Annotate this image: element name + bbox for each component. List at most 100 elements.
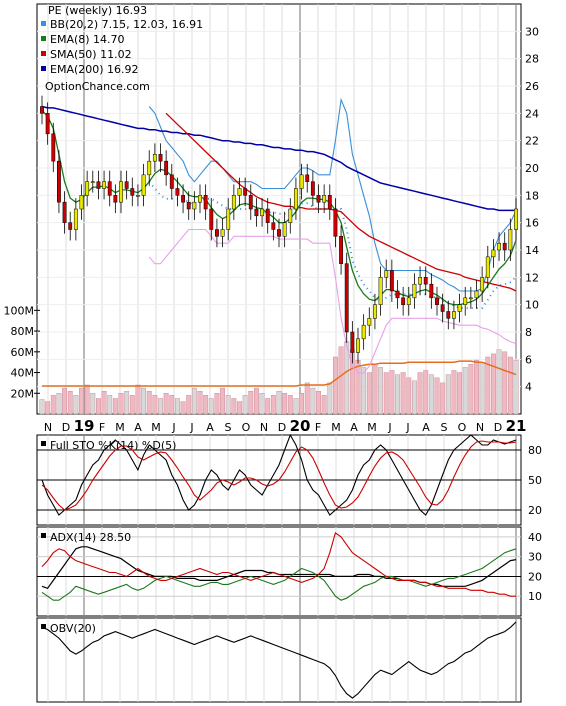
obv-legend: OBV(20) (50, 622, 96, 635)
candle-body (260, 208, 264, 217)
month-tick-label: O (242, 421, 251, 434)
candle-body (384, 270, 389, 278)
price-tick-label: 26 (525, 80, 539, 93)
month-tick-label: A (422, 421, 430, 434)
candle-body (435, 297, 439, 305)
candle-body (45, 113, 50, 135)
candle-body (373, 304, 377, 319)
volume-ma-line (42, 360, 517, 387)
candle-body (282, 222, 287, 237)
month-tick-label: M (151, 421, 161, 434)
volume-bar (451, 370, 457, 415)
candle-body (147, 160, 152, 176)
di-plus-line (41, 548, 517, 601)
volume-bar (417, 372, 423, 415)
candle-body (79, 195, 84, 210)
month-tick-label: 19 (74, 417, 95, 435)
volume-bar (79, 387, 84, 415)
candle-body (68, 222, 73, 230)
month-tick-label: F (99, 421, 105, 434)
price-legend-swatch (41, 21, 46, 26)
month-tick-label: M (331, 421, 341, 434)
candle-body (175, 188, 180, 196)
price-tick-label: 30 (525, 25, 539, 38)
volume-bar (158, 398, 163, 415)
price-candles (40, 95, 518, 364)
candle-body (265, 208, 270, 223)
candle-body (62, 201, 67, 223)
candle-body (119, 181, 123, 203)
volume-bar (248, 391, 254, 415)
adx-legend: ADX(14) 28.50 (50, 531, 131, 544)
volume-bar (338, 346, 344, 415)
price-tick-label: 22 (525, 135, 539, 148)
volume-bar (259, 393, 265, 415)
sma50-line (165, 112, 517, 292)
candle-body (339, 236, 343, 264)
volume-bar (152, 395, 158, 415)
sto-axis: 20 50 80 (528, 444, 542, 517)
candle-body (344, 263, 349, 333)
candle-body (322, 195, 327, 203)
candle-body (277, 229, 281, 237)
price-legend-entry: EMA(200) 16.92 (50, 63, 139, 76)
candle-body (440, 304, 445, 312)
adx-axis: 10 20 30 40 (528, 531, 542, 603)
month-tick-label: S (441, 421, 448, 434)
volume-bar (440, 382, 446, 415)
volume-bar (242, 395, 248, 415)
candle-body (389, 270, 394, 292)
month-axis: N D 19 F M A M J J A S O N D 20 F M A M J J A S O N D 21 (44, 417, 527, 435)
volume-bars (39, 341, 519, 415)
candle-body (220, 229, 225, 237)
candle-body (502, 242, 507, 251)
watermark: OptionChance.com (45, 80, 150, 93)
ema200-line (41, 105, 516, 212)
candle-body (299, 174, 304, 189)
price-tick-label: 12 (525, 271, 539, 284)
candle-body (378, 277, 383, 305)
candle-body (226, 208, 231, 230)
volume-bar (50, 395, 56, 415)
volume-bar (507, 356, 513, 415)
volume-bar (502, 351, 508, 415)
adx-panel-frame (36, 526, 522, 617)
volume-bar (428, 374, 434, 415)
month-tick-label: D (494, 421, 502, 434)
price-legend-swatch (41, 36, 46, 41)
volume-bar (56, 393, 62, 415)
sto-legend: Full STO %K(14) %D(5) (50, 439, 176, 452)
volume-bar (423, 370, 429, 415)
adx-legend-swatch (41, 533, 46, 538)
candle-body (361, 324, 366, 340)
candle-body (316, 195, 321, 203)
candle-body (310, 181, 315, 196)
candle-body (480, 277, 485, 292)
price-legend-swatch (41, 51, 46, 56)
candle-body (130, 188, 135, 196)
volume-bar (270, 395, 276, 415)
month-tick-label: D (278, 421, 286, 434)
sto-k-line (41, 433, 517, 516)
price-tick-label: 18 (525, 189, 539, 202)
volume-bar (395, 374, 400, 415)
sto-tick-label: 20 (528, 504, 542, 517)
volume-bar (490, 353, 496, 415)
volume-bar (265, 398, 271, 415)
candle-body (294, 188, 298, 210)
volume-bar (203, 395, 209, 415)
volume-bar (310, 387, 316, 415)
month-tick-label: M (367, 421, 377, 434)
volume-bar (45, 401, 51, 415)
volume-bar (355, 359, 361, 415)
volume-bar (462, 367, 468, 415)
volume-bar (316, 391, 321, 415)
candle-body (508, 229, 513, 251)
adx-tick-label: 30 (528, 551, 542, 564)
volume-bar (496, 349, 502, 415)
volume-bar (287, 395, 293, 415)
candle-body (57, 160, 61, 203)
candle-body (136, 195, 140, 197)
candle-body (356, 338, 360, 353)
volume-bar (225, 395, 231, 415)
